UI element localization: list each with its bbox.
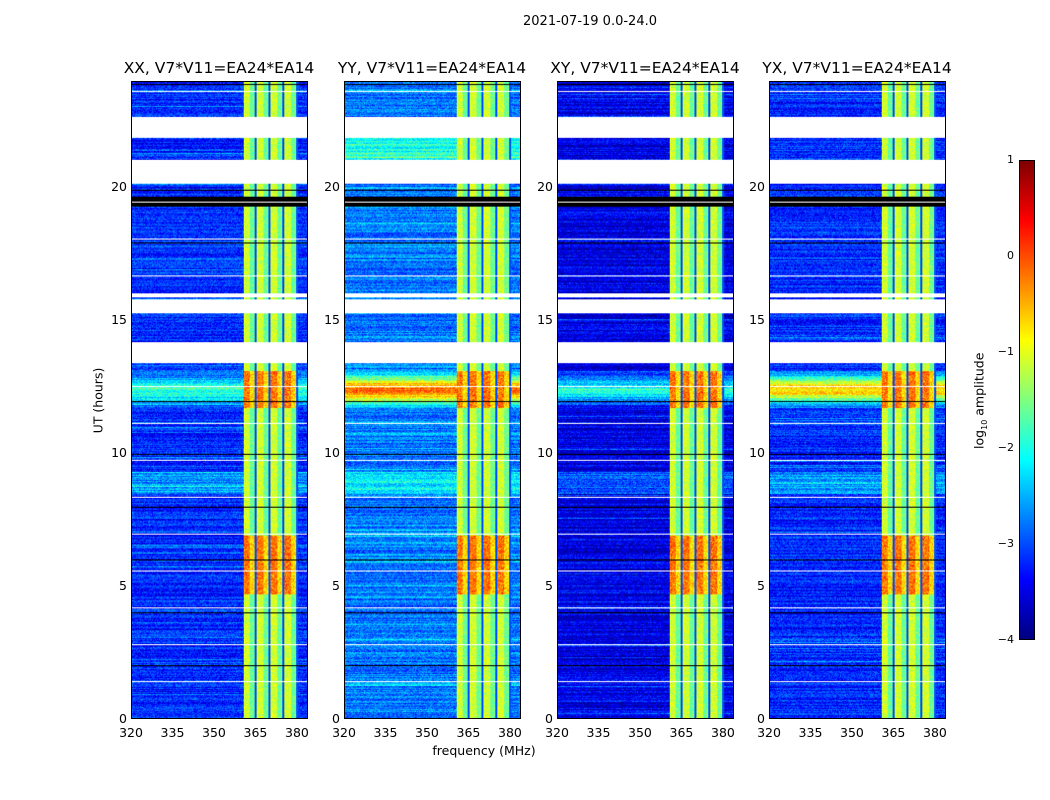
x-tick-label: 350 — [628, 725, 652, 740]
heatmap-canvas — [132, 82, 307, 718]
x-tick-label: 380 — [711, 725, 735, 740]
x-tick-label: 350 — [415, 725, 439, 740]
x-tick-label: 320 — [332, 725, 356, 740]
y-axis-label: UT (hours) — [90, 367, 106, 434]
heatmap-panel-3 — [769, 81, 946, 719]
colorbar-tick-label: −1 — [997, 345, 1014, 358]
panel-title-1: YY, V7*V11=EA24*EA14 — [337, 59, 527, 77]
colorbar-label: log10 amplitude — [971, 352, 989, 449]
y-tick-label: 10 — [537, 445, 553, 461]
figure-title: 2021-07-19 0.0-24.0 — [523, 14, 657, 29]
colorbar-tick-label: 0 — [1007, 249, 1014, 262]
heatmap-panel-2 — [557, 81, 734, 719]
x-tick-label: 380 — [498, 725, 522, 740]
x-tick-label: 365 — [243, 725, 268, 740]
y-tick-label: 5 — [332, 578, 340, 594]
x-tick-label: 365 — [669, 725, 694, 740]
x-tick-label: 335 — [373, 725, 398, 740]
colorbar — [1019, 160, 1035, 640]
y-tick-label: 0 — [119, 711, 127, 726]
y-tick-label: 0 — [545, 711, 553, 726]
heatmap-canvas — [345, 82, 520, 718]
colorbar-tick-label: −3 — [997, 537, 1014, 550]
x-tick-label: 350 — [202, 725, 226, 740]
y-tick-label: 5 — [757, 578, 765, 594]
x-tick-label: 365 — [881, 725, 906, 740]
x-tick-label: 320 — [757, 725, 781, 740]
y-tick-label: 0 — [332, 711, 340, 726]
colorbar-tick-label: −4 — [997, 633, 1014, 646]
y-tick-label: 20 — [537, 179, 553, 195]
x-tick-label: 380 — [285, 725, 309, 740]
heatmap-canvas — [770, 82, 945, 718]
y-tick-label: 15 — [537, 312, 553, 328]
heatmap-panel-1 — [344, 81, 521, 719]
x-axis-label: frequency (MHz) — [432, 743, 536, 758]
y-tick-label: 10 — [749, 445, 765, 461]
x-tick-label: 365 — [456, 725, 481, 740]
x-tick-label: 380 — [923, 725, 947, 740]
y-tick-label: 15 — [324, 312, 340, 328]
x-tick-label: 320 — [119, 725, 143, 740]
colorbar-tick-label: 1 — [1007, 153, 1014, 166]
y-tick-label: 20 — [324, 179, 340, 195]
y-tick-label: 20 — [111, 179, 127, 195]
x-tick-label: 320 — [545, 725, 569, 740]
x-tick-label: 335 — [798, 725, 823, 740]
x-tick-label: 350 — [840, 725, 864, 740]
y-tick-label: 15 — [111, 312, 127, 328]
x-tick-label: 335 — [160, 725, 185, 740]
y-tick-label: 20 — [749, 179, 765, 195]
panel-title-3: YX, V7*V11=EA24*EA14 — [762, 59, 952, 77]
y-tick-label: 15 — [749, 312, 765, 328]
x-tick-label: 335 — [586, 725, 611, 740]
y-tick-label: 5 — [545, 578, 553, 594]
heatmap-panel-0 — [131, 81, 308, 719]
heatmap-canvas — [558, 82, 733, 718]
colorbar-tick-label: −2 — [997, 441, 1014, 454]
y-tick-label: 5 — [119, 578, 127, 594]
y-tick-label: 10 — [111, 445, 127, 461]
panel-title-2: XY, V7*V11=EA24*EA14 — [550, 59, 740, 77]
y-tick-label: 10 — [324, 445, 340, 461]
y-tick-label: 0 — [757, 711, 765, 726]
panel-title-0: XX, V7*V11=EA24*EA14 — [123, 59, 315, 77]
